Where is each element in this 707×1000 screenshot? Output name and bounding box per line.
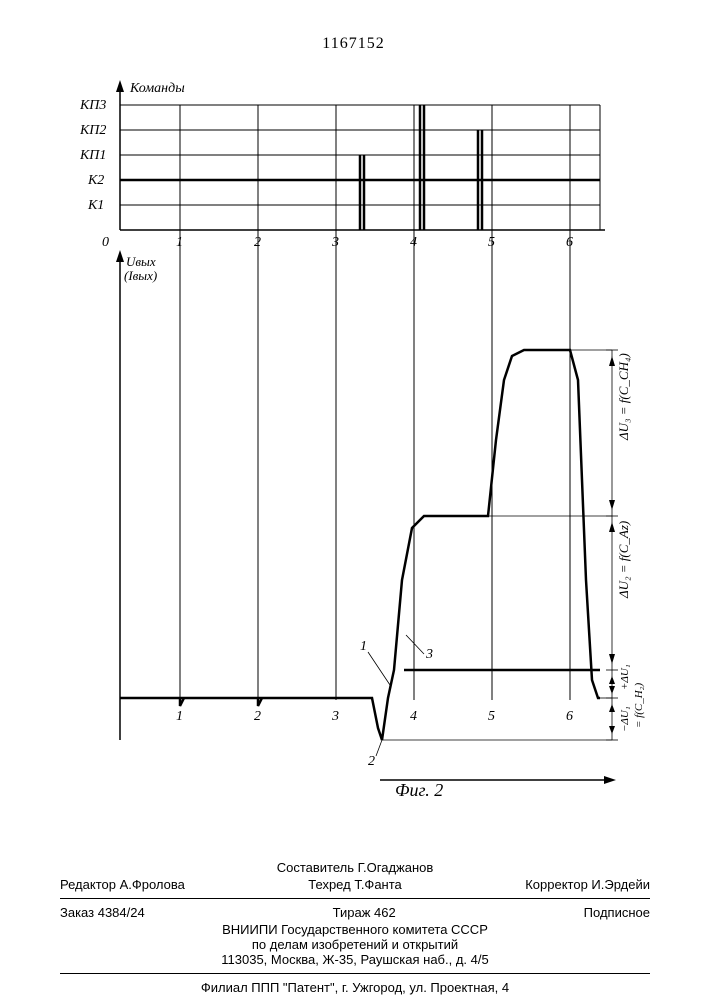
figure-label: Фиг. 2 bbox=[395, 780, 443, 801]
top-xtick-5: 5 bbox=[488, 235, 495, 250]
delta-u1n: −ΔU₁ bbox=[619, 706, 631, 732]
curve-label-3: 3 bbox=[425, 647, 433, 662]
ytick-kp2: КП2 bbox=[80, 123, 106, 138]
delta-u1n2: = f(C_H₂) bbox=[633, 683, 645, 728]
chart-container: Команды КП3 КП2 КП1 К2 К1 0 bbox=[80, 80, 620, 800]
editor: Редактор А.Фролова bbox=[60, 877, 185, 892]
top-xtick-6: 6 bbox=[566, 235, 573, 250]
ytick-k2: К2 bbox=[87, 173, 104, 188]
bot-y-title-2: (Iвых) bbox=[124, 268, 157, 283]
compiler: Составитель Г.Огаджанов bbox=[60, 860, 650, 875]
curve-label-1: 1 bbox=[360, 639, 367, 654]
bot-xtick-5: 5 bbox=[488, 709, 495, 724]
bot-xtick-4: 4 bbox=[410, 709, 417, 724]
chart-svg: Команды КП3 КП2 КП1 К2 К1 0 bbox=[80, 80, 660, 800]
tirazh: Тираж 462 bbox=[333, 905, 396, 920]
subscript: Подписное bbox=[584, 905, 650, 920]
bot-xtick-1: 1 bbox=[176, 709, 183, 724]
bottom-chart: Uвых (Iвых) 1 2 3 4 5 6 1 bbox=[116, 250, 645, 784]
top-xtick-1: 1 bbox=[176, 235, 183, 250]
bot-xtick-2: 2 bbox=[254, 709, 261, 724]
techred: Техред Т.Фанта bbox=[308, 877, 401, 892]
delta-u3: ΔU₃ = f(C_CH₄) bbox=[616, 353, 631, 441]
org1: ВНИИПИ Государственного комитета СССР bbox=[60, 922, 650, 937]
addr: 113035, Москва, Ж-35, Раушская наб., д. … bbox=[60, 952, 650, 967]
corrector: Корректор И.Эрдейи bbox=[525, 877, 650, 892]
delta-u1p: +ΔU₁ bbox=[619, 664, 631, 690]
curve-label-2: 2 bbox=[368, 754, 375, 769]
bot-y-title-1: Uвых bbox=[126, 254, 156, 269]
bot-xtick-3: 3 bbox=[331, 709, 339, 724]
top-xtick-2: 2 bbox=[254, 235, 261, 250]
order: Заказ 4384/24 bbox=[60, 905, 145, 920]
bot-xtick-6: 6 bbox=[566, 709, 573, 724]
delta-u2: ΔU₂ = f(C_Az) bbox=[616, 521, 631, 599]
ytick-0: 0 bbox=[102, 235, 109, 250]
ytick-kp3: КП3 bbox=[80, 98, 106, 113]
top-xtick-3: 3 bbox=[331, 235, 339, 250]
org2: по делам изобретений и открытий bbox=[60, 937, 650, 952]
document-number: 1167152 bbox=[0, 35, 707, 53]
top-y-title: Команды bbox=[129, 81, 185, 96]
footer-block: Составитель Г.Огаджанов Редактор А.Фроло… bbox=[60, 860, 650, 995]
ytick-k1: К1 bbox=[87, 198, 104, 213]
ytick-kp1: КП1 bbox=[80, 148, 106, 163]
top-chart: Команды КП3 КП2 КП1 К2 К1 0 bbox=[80, 80, 605, 700]
top-xtick-4: 4 bbox=[410, 235, 417, 250]
branch: Филиал ППП "Патент", г. Ужгород, ул. Про… bbox=[60, 980, 650, 995]
